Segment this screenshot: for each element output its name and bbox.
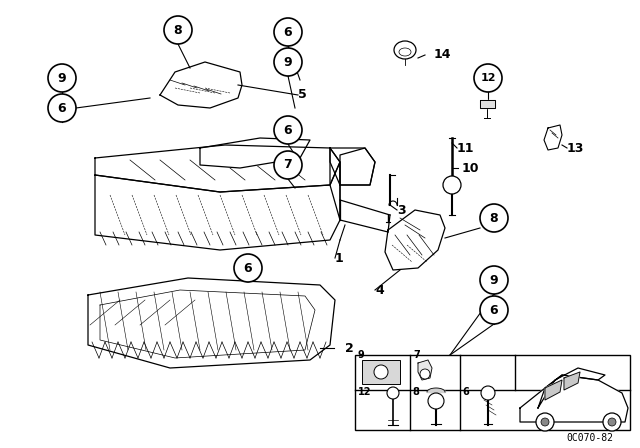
Text: 12: 12: [480, 73, 496, 83]
Bar: [362, 360, 400, 384]
Text: 9: 9: [284, 56, 292, 69]
Polygon shape: [418, 360, 432, 380]
Circle shape: [420, 369, 430, 379]
Text: 7: 7: [284, 159, 292, 172]
Text: 2: 2: [345, 341, 354, 354]
Text: 1: 1: [335, 251, 344, 264]
Text: 9: 9: [58, 72, 67, 85]
Text: 6: 6: [58, 102, 67, 115]
Polygon shape: [160, 62, 242, 108]
Circle shape: [443, 176, 461, 194]
Polygon shape: [520, 375, 628, 422]
Polygon shape: [95, 162, 340, 250]
Polygon shape: [385, 210, 445, 270]
Circle shape: [474, 64, 502, 92]
Text: 9: 9: [490, 273, 499, 287]
Text: 8: 8: [173, 23, 182, 36]
Circle shape: [274, 18, 302, 46]
Text: 6: 6: [284, 26, 292, 39]
Text: 0C070-82: 0C070-82: [566, 433, 614, 443]
Text: 7: 7: [413, 350, 420, 360]
Text: 6: 6: [490, 303, 499, 316]
Circle shape: [274, 48, 302, 76]
Circle shape: [274, 151, 302, 179]
Text: 14: 14: [434, 48, 451, 61]
Polygon shape: [538, 368, 605, 408]
Circle shape: [374, 365, 388, 379]
Polygon shape: [88, 278, 335, 368]
Circle shape: [541, 418, 549, 426]
Polygon shape: [480, 100, 495, 108]
Polygon shape: [544, 125, 562, 150]
Text: 6: 6: [284, 124, 292, 137]
Circle shape: [387, 387, 399, 399]
Polygon shape: [330, 148, 340, 220]
Circle shape: [428, 393, 444, 409]
Text: 5: 5: [298, 89, 307, 102]
Text: 8: 8: [490, 211, 499, 224]
Circle shape: [480, 296, 508, 324]
Circle shape: [481, 386, 495, 400]
Circle shape: [48, 94, 76, 122]
Text: 6: 6: [244, 262, 252, 275]
Ellipse shape: [394, 41, 416, 59]
Polygon shape: [545, 380, 562, 400]
Circle shape: [603, 413, 621, 431]
Bar: [355, 355, 630, 430]
Polygon shape: [330, 148, 375, 185]
Circle shape: [48, 64, 76, 92]
Text: 6: 6: [462, 387, 468, 397]
Text: 10: 10: [462, 161, 479, 175]
Polygon shape: [340, 148, 375, 185]
Circle shape: [608, 418, 616, 426]
Circle shape: [274, 116, 302, 144]
Circle shape: [536, 413, 554, 431]
Circle shape: [164, 16, 192, 44]
Circle shape: [234, 254, 262, 282]
Text: 12: 12: [358, 387, 371, 397]
Polygon shape: [564, 372, 580, 390]
Text: 9: 9: [358, 350, 365, 360]
Text: 4: 4: [375, 284, 384, 297]
Text: 13: 13: [567, 142, 584, 155]
Polygon shape: [200, 138, 310, 168]
Text: 8: 8: [412, 387, 419, 397]
Circle shape: [480, 204, 508, 232]
Circle shape: [480, 266, 508, 294]
Text: 3: 3: [397, 203, 406, 216]
Polygon shape: [95, 145, 340, 192]
Text: 11: 11: [457, 142, 474, 155]
